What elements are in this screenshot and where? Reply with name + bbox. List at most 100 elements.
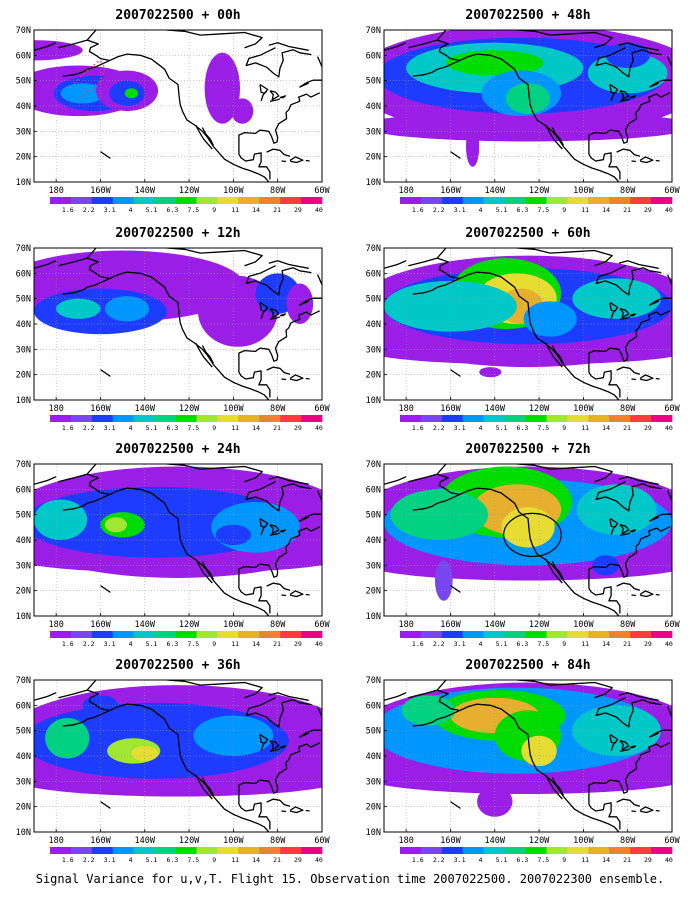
variance-region [576,484,657,535]
coastline [195,774,213,800]
colorbar-label: 11 [231,424,239,432]
colorbar-swatch [70,631,93,638]
coastline [166,30,263,49]
colorbar-swatch [280,415,302,422]
coastline [616,148,641,157]
coastline [408,30,447,49]
colorbar-swatch [588,847,610,854]
map-figure: 10N 20N 30N 40N 50N 60N 70N 180 160W 140W 120W 100W… [366,26,681,214]
coastline [323,732,337,739]
coastline [305,159,310,162]
colorbar-swatch [588,197,610,204]
colorbar-label: 6.3 [167,206,179,214]
lon-label: 120W [529,620,550,630]
coastline [616,798,641,807]
lon-label: 100W [573,404,594,414]
lon-label: 140W [135,186,156,196]
lon-label: 180 [398,620,413,630]
coastline [408,464,447,483]
coastline [305,593,310,596]
lon-label: 100W [573,186,594,196]
target-circle [503,512,562,558]
lat-label: 70N [16,26,31,36]
lon-label: 140W [135,836,156,846]
coastline [195,558,213,584]
colorbar-label: 40 [665,640,673,648]
colorbar-label: 21 [273,856,281,864]
coastline [588,791,621,830]
colorbar-label: 6.3 [517,856,529,864]
colorbar-label: 6.3 [517,424,529,432]
lat-label: 10N [16,612,31,622]
colorbar-swatch [630,847,652,854]
coastline [58,464,97,483]
lat-label: 50N [366,295,381,305]
lon-label: 80W [620,620,636,630]
lat-label: 30N [16,777,31,787]
panel-title: 2007022500 + 00h [115,8,241,23]
coastline [238,575,271,614]
coastline [269,532,281,537]
coastline [281,160,286,163]
coastline [238,310,321,362]
lat-label: 30N [16,127,31,137]
lat-label: 70N [366,26,381,36]
map-figure: 10N 20N 30N 40N 50N 60N 70N 180 160W 140W 120W 100W… [366,460,681,648]
coastline [639,590,654,598]
colorbar-label: 3.1 [454,856,466,864]
coastline [289,374,304,382]
coastline [610,308,618,320]
colorbar-swatch [217,847,239,854]
coastline [618,476,659,485]
colorbar-label: 3.1 [454,640,466,648]
lon-label: 100W [223,404,244,414]
coastline [595,47,662,78]
lat-label: 50N [366,511,381,521]
colorbar-label: 1.6 [62,206,74,214]
lat-label: 10N [366,612,381,622]
colorbar-swatch [400,415,422,422]
colorbar-label: 2.2 [433,424,445,432]
colorbar-swatch [630,631,652,638]
colorbar-swatch [420,197,443,204]
coastline [384,42,407,51]
colorbar-swatch [651,415,673,422]
lon-label: 100W [223,620,244,630]
panel-title: 2007022500 + 48h [465,8,591,23]
variance-region [521,735,557,767]
coastline [408,680,447,699]
lon-label: 80W [270,836,286,846]
coastline [545,124,563,150]
colorbar-swatch [504,197,526,204]
colorbar-swatch [217,197,239,204]
colorbar-label: 14 [252,640,260,648]
colorbar-swatch [175,415,197,422]
colorbar-swatch [196,197,218,204]
colorbar-swatch [301,631,323,638]
coastline [649,490,672,522]
coastline [655,377,660,380]
coastline [551,127,564,146]
coastline [616,582,641,591]
colorbar-label: 29 [644,856,652,864]
coastline [269,308,280,319]
variance-region [215,524,252,546]
variance-region [124,88,139,99]
lat-label: 30N [16,561,31,571]
variance-region [477,786,513,817]
coastline [62,68,88,77]
coastline [588,310,671,362]
lon-label: 160W [440,836,461,846]
coastline [323,516,337,523]
variance-region [465,126,480,167]
colorbar-swatch [441,197,464,204]
colorbar-swatch [567,197,589,204]
lon-label: 100W [223,186,244,196]
colorbar-swatch [133,197,155,204]
coastline [201,127,214,146]
coastline [631,378,636,381]
coastline [629,313,637,317]
variance-region [34,499,88,540]
coastline [551,561,564,580]
colorbar-label: 2.2 [83,856,95,864]
